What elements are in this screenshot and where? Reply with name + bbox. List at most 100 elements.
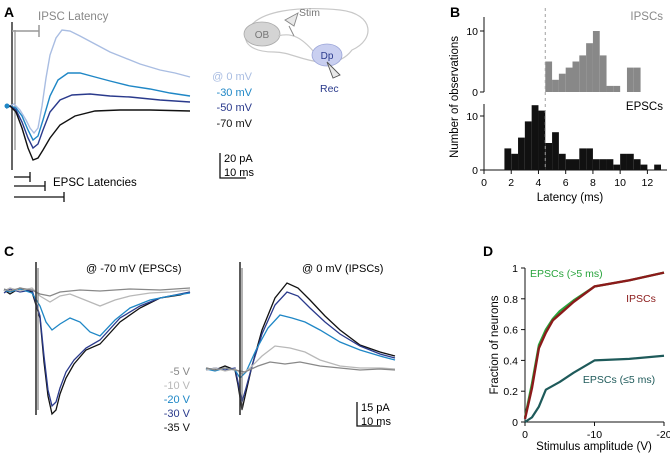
panel-label-c: C — [4, 243, 14, 259]
epsc-hist-bar-20 — [640, 164, 648, 170]
panel-b: 0 10 IPSCs 0 10 EPSCs 0 2 4 6 8 10 12 Latency … — [449, 8, 667, 204]
d-legend-ipsc: IPSCs — [626, 293, 656, 305]
d-legend-epsc-le5: EPSCs (≤5 ms) — [583, 374, 655, 386]
dp-label: Dp — [321, 51, 334, 62]
b-top-title: IPSCs — [630, 11, 663, 23]
epsc-hist-bar-9 — [565, 159, 573, 170]
b-xtick-label-1: 2 — [508, 177, 514, 189]
ob-label: OB — [255, 30, 270, 41]
b-top-ytick-0: 0 — [472, 87, 478, 99]
panel-a-scale-ms: 10 ms — [224, 167, 254, 179]
legend-0mv: @ 0 mV — [212, 71, 253, 83]
epsc-hist-bar-8 — [558, 153, 566, 170]
ipsc-latency-label: IPSC Latency — [38, 11, 109, 23]
d-ytick-label-2: 0.4 — [503, 355, 518, 367]
c-left-trace-10v — [3, 287, 191, 307]
epsc-latencies-label: EPSC Latencies — [53, 177, 137, 189]
panel-c-left-traces: @ -70 mV (EPSCs) — [3, 262, 191, 416]
epsc-hist-bar-5 — [538, 110, 546, 170]
d-xtick-label-2: -20 — [656, 429, 670, 441]
legend-50mv: -50 mV — [217, 102, 253, 114]
b-xtick-label-6: 12 — [642, 177, 654, 189]
panel-label-b: B — [450, 4, 460, 20]
epsc-hist-bar-21 — [654, 164, 661, 170]
panel-a-scale-pa: 20 pA — [224, 153, 253, 165]
epsc-hist-bar-2 — [518, 137, 525, 170]
panel-label-d: D — [483, 243, 493, 259]
d-line-epsc-le5 — [524, 354, 665, 423]
schematic: OB Dp Stim Rec — [243, 7, 369, 95]
ipsc-hist-bar-4 — [572, 61, 580, 92]
b-xtick-label-3: 6 — [563, 177, 569, 189]
c-right-trace-35v — [205, 282, 396, 411]
d-xlabel: Stimulus amplitude (V) — [536, 441, 652, 453]
b-xtick-label-0: 0 — [481, 177, 487, 189]
panel-b-bottom: 0 10 EPSCs 0 2 4 6 8 10 12 Latency (ms) — [466, 101, 667, 204]
d-xtick-label-0: 0 — [522, 429, 528, 441]
epsc-hist-bar-3 — [524, 121, 532, 170]
epsc-hist-bar-12 — [586, 148, 593, 170]
c-right-title: @ 0 mV (IPSCs) — [302, 263, 383, 275]
legend-30mv: -30 mV — [217, 87, 253, 99]
epsc-hist-bar-17 — [620, 153, 627, 170]
ipsc-hist-bar-12 — [626, 67, 634, 92]
panel-a-legend: @ 0 mV -30 mV -50 mV -70 mV — [212, 71, 253, 130]
epsc-hist-bar-1 — [511, 153, 519, 170]
panel-c-right-traces: @ 0 mV (IPSCs) — [205, 262, 396, 415]
rec-label: Rec — [320, 83, 339, 95]
epsc-hist-bar-13 — [592, 159, 600, 170]
c-legend-30v: -30 V — [164, 408, 191, 420]
c-right-trace-5v — [205, 361, 396, 373]
epsc-hist-bar-16 — [613, 164, 621, 170]
c-legend-10v: -10 V — [164, 380, 191, 392]
c-legend-5v: -5 V — [170, 366, 191, 378]
d-ytick-label-3: 0.6 — [503, 325, 518, 337]
d-ytick-label-1: 0.2 — [503, 386, 518, 398]
panel-a: IPSC Latency EPSC Latencies @ 0 mV -30 m… — [4, 7, 369, 202]
c-left-trace-20v — [3, 288, 191, 337]
panel-c-scale-bar — [356, 402, 381, 427]
ipsc-hist-bar-2 — [558, 73, 566, 92]
epsc-hist-bar-7 — [552, 132, 559, 170]
lot-tract — [277, 34, 315, 53]
panel-c-scale-pa: 15 pA — [361, 402, 390, 414]
c-left-trace-5v — [3, 287, 191, 297]
ipsc-hist-bar-0 — [545, 61, 553, 92]
epsc-hist-bar-4 — [531, 105, 539, 170]
schematic-outline — [245, 8, 369, 63]
panel-b-top: 0 10 IPSCs — [466, 11, 663, 99]
dp-region — [311, 43, 343, 67]
ipsc-hist-bar-5 — [579, 55, 587, 92]
ipsc-hist-bar-13 — [633, 67, 641, 92]
stim-electrode-line — [288, 25, 295, 37]
trace-50mv — [5, 93, 191, 150]
b-bot-ytick-10: 10 — [466, 111, 478, 123]
trace-start-marker — [4, 103, 10, 109]
c-left-trace-30v — [3, 288, 191, 408]
b-bot-title: EPSCs — [626, 101, 663, 113]
trace-30mv — [5, 72, 191, 142]
c-right-trace-10v — [205, 345, 396, 375]
epsc-hist-bar-6 — [545, 143, 553, 170]
panel-d: 0 0.2 0.4 0.6 0.8 1 0 -10 -20 EPSCs (>5 ms) IPS… — [489, 263, 670, 453]
panel-a-scale-bar — [219, 153, 246, 179]
d-line-ipsc — [523, 271, 665, 420]
legend-70mv: -70 mV — [217, 118, 253, 130]
panel-c-legend: -5 V -10 V -20 V -30 V -35 V — [164, 366, 191, 434]
d-ytick-label-5: 1 — [512, 263, 518, 275]
c-left-trace-35v — [3, 287, 191, 416]
stim-label: Stim — [299, 7, 320, 19]
c-legend-20v: -20 V — [164, 394, 191, 406]
d-xtick-label-1: -10 — [587, 429, 602, 441]
trace-0mv — [5, 29, 191, 135]
epsc-hist-bar-14 — [599, 159, 607, 170]
d-ytick-label-0: 0 — [512, 417, 518, 429]
ipsc-hist-bar-10 — [613, 85, 621, 92]
epsc-hist-bar-15 — [606, 159, 614, 170]
c-legend-35v: -35 V — [164, 422, 191, 434]
stim-electrode-icon — [284, 12, 299, 27]
epsc-latency-brackets — [14, 172, 65, 202]
b-bot-ytick-0: 0 — [472, 165, 478, 177]
panel-c-scale-ms: 10 ms — [361, 416, 391, 428]
ipsc-hist-bar-6 — [586, 43, 593, 92]
